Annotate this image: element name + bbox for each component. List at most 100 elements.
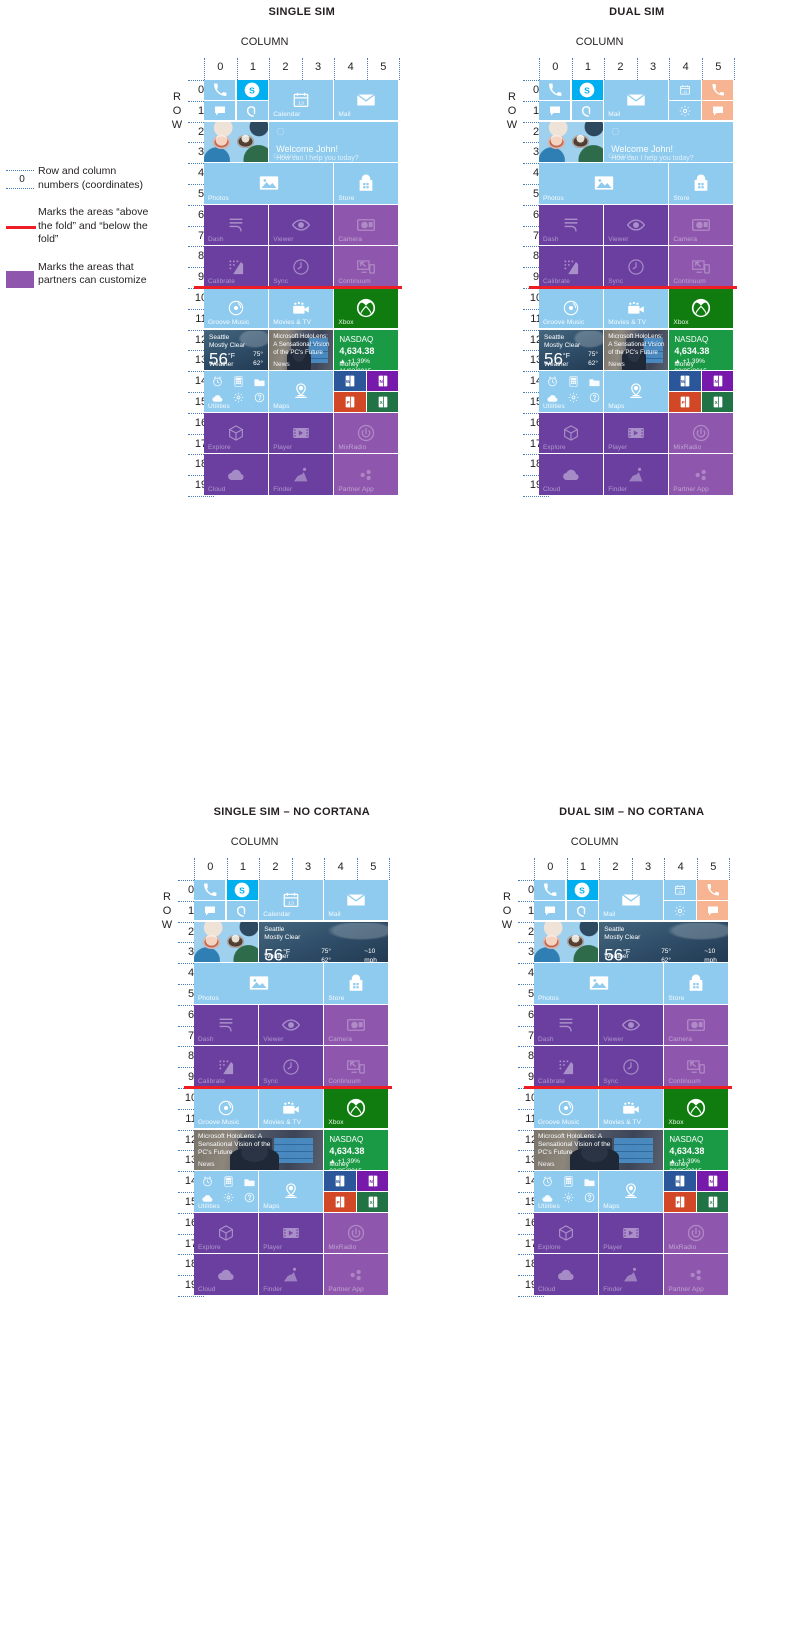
tile-calendar[interactable]: 13 [664,880,696,900]
tile-dash[interactable]: Dash [204,204,268,246]
tile-player[interactable]: Player [259,1212,324,1254]
tile-mail[interactable]: Mail [599,880,664,921]
tile-skype[interactable]: S [226,880,258,900]
tile-mail[interactable]: Mail [334,80,399,121]
tile-explore[interactable]: Explore [194,1212,258,1254]
tile-calibrate[interactable]: Calibrate [534,1046,598,1087]
tile-weather-top[interactable]: Seattle Mostly Clear 56°F 75° 62° ~10 mph… [259,921,389,962]
tile-groove[interactable]: Groove Music [194,1088,258,1129]
tile-utilities[interactable]: Utilities [204,371,268,412]
tile-xbox[interactable]: Xbox [669,288,734,329]
tile-phone[interactable] [204,80,236,100]
tile-settings[interactable] [669,100,701,121]
tile-sync[interactable]: Sync [269,246,334,287]
tile-onenote[interactable]: N [367,371,399,391]
tile-weather-top[interactable]: Seattle Mostly Clear 56°F 75° 62° ~10 mph… [599,921,729,962]
tile-excel[interactable]: X [697,1192,729,1212]
tile-edge[interactable] [571,100,603,121]
tile-groove[interactable]: Groove Music [534,1088,598,1129]
tile-store[interactable]: Store [324,963,389,1004]
tile-calendar[interactable]: 13 Calendar [259,880,324,921]
tile-news[interactable]: Microsoft HoloLens: A Sensational Vision… [534,1129,664,1170]
tile-finder[interactable]: Finder [599,1254,664,1295]
tile-dash[interactable]: Dash [534,1004,598,1046]
tile-dash[interactable]: Dash [194,1004,258,1046]
tile-word[interactable]: W [669,371,701,391]
tile-news[interactable]: Microsoft HoloLens: A Sensational Vision… [269,329,334,370]
tile-movies[interactable]: Movies & TV [269,288,334,329]
tile-calibrate[interactable]: Calibrate [539,246,603,287]
tile-camera[interactable]: Camera [324,1004,389,1046]
tile-news[interactable]: Microsoft HoloLens: A Sensational Vision… [194,1129,324,1170]
tile-finder[interactable]: Finder [259,1254,324,1295]
tile-xbox[interactable]: Xbox [664,1088,729,1129]
tile-maps[interactable]: Maps [259,1171,324,1212]
tile-onenote[interactable]: N [697,1171,729,1191]
tile-word[interactable]: W [324,1171,356,1191]
tile-store[interactable]: Store [334,163,399,204]
tile-calibrate[interactable]: Calibrate [194,1046,258,1087]
tile-money[interactable]: NASDAQ 4,634.38 ▲ +1.39% 02/25/2015 Mone… [664,1129,729,1170]
tile-messaging-sim2[interactable] [702,100,734,121]
tile-messaging[interactable] [534,900,566,921]
tile-dash[interactable]: Dash [539,204,603,246]
tile-excel[interactable]: X [357,1192,389,1212]
tile-maps[interactable]: Maps [604,371,669,412]
tile-people[interactable]: People [194,921,258,962]
tile-movies[interactable]: Movies & TV [599,1088,664,1129]
tile-powerpoint[interactable]: P [669,392,701,412]
tile-money[interactable]: NASDAQ 4,634.38 ▲ +1.39% 02/25/2015 Mone… [669,329,734,370]
tile-explore[interactable]: Explore [204,412,268,454]
tile-mixradio[interactable]: MixRadio [324,1212,389,1254]
tile-utilities[interactable]: Utilities [534,1171,598,1212]
tile-player[interactable]: Player [599,1212,664,1254]
tile-excel[interactable]: X [702,392,734,412]
tile-phone-sim2[interactable] [697,880,729,900]
tile-people[interactable]: People [539,121,603,162]
tile-explore[interactable]: Explore [539,412,603,454]
tile-continuum[interactable]: Continuum [664,1046,729,1087]
tile-maps[interactable]: Maps [599,1171,664,1212]
tile-edge[interactable] [566,900,598,921]
tile-utilities[interactable]: Utilities [539,371,603,412]
tile-messaging-sim2[interactable] [697,900,729,921]
tile-messaging[interactable] [194,900,226,921]
tile-groove[interactable]: Groove Music [204,288,268,329]
tile-finder[interactable]: Finder [269,454,334,495]
tile-photos[interactable]: Photos [204,163,334,204]
tile-calendar[interactable]: 13 [669,80,701,100]
tile-calibrate[interactable]: Calibrate [204,246,268,287]
tile-mixradio[interactable]: MixRadio [334,412,399,454]
tile-weather[interactable]: Seattle Mostly Clear 56°F 75° 62° Weather [204,329,268,370]
tile-viewer[interactable]: Viewer [599,1004,664,1046]
tile-partner[interactable]: Partner App [669,454,734,495]
tile-movies[interactable]: Movies & TV [604,288,669,329]
tile-skype[interactable]: S [566,880,598,900]
tile-xbox[interactable]: Xbox [324,1088,389,1129]
tile-phone[interactable] [194,880,226,900]
tile-camera[interactable]: Camera [664,1004,729,1046]
tile-partner[interactable]: Partner App [334,454,399,495]
tile-mail[interactable]: Mail [324,880,389,921]
tile-xbox[interactable]: Xbox [334,288,399,329]
tile-camera[interactable]: Camera [334,204,399,246]
tile-powerpoint[interactable]: P [664,1192,696,1212]
tile-sync[interactable]: Sync [259,1046,324,1087]
tile-skype[interactable]: S [571,80,603,100]
tile-store[interactable]: Store [664,963,729,1004]
tile-camera[interactable]: Camera [669,204,734,246]
tile-utilities[interactable]: Utilities [194,1171,258,1212]
tile-cortana[interactable]: Welcome John! How can I help you today? C… [269,121,399,162]
tile-movies[interactable]: Movies & TV [259,1088,324,1129]
tile-continuum[interactable]: Continuum [669,246,734,287]
tile-store[interactable]: Store [669,163,734,204]
tile-maps[interactable]: Maps [269,371,334,412]
tile-groove[interactable]: Groove Music [539,288,603,329]
tile-photos[interactable]: Photos [539,163,669,204]
tile-phone[interactable] [534,880,566,900]
tile-player[interactable]: Player [604,412,669,454]
tile-finder[interactable]: Finder [604,454,669,495]
tile-cloud[interactable]: Cloud [204,454,268,495]
tile-cortana[interactable]: Welcome John! How can I help you today? C… [604,121,734,162]
tile-excel[interactable]: X [367,392,399,412]
